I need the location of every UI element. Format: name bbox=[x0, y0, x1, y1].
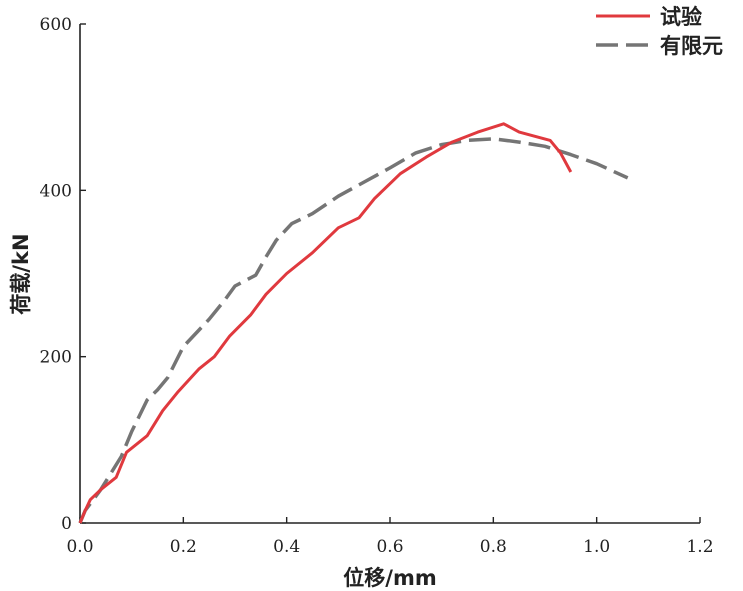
y-axis-title: 荷载/kN bbox=[9, 233, 33, 314]
legend-label-fem: 有限元 bbox=[660, 34, 723, 58]
legend: 试验 有限元 bbox=[596, 5, 723, 58]
x-tick-label: 0.8 bbox=[480, 537, 507, 557]
y-tick-label: 200 bbox=[40, 348, 72, 368]
y-tick-label: 0 bbox=[61, 514, 72, 534]
x-tick-label: 0.2 bbox=[170, 537, 197, 557]
series-layer bbox=[78, 122, 629, 524]
y-tick-label: 600 bbox=[40, 15, 72, 35]
x-tick-label: 1.2 bbox=[686, 537, 713, 557]
y-ticks: 0 200 400 600 bbox=[40, 15, 86, 534]
y-tick-label: 400 bbox=[40, 181, 72, 201]
x-tick-label: 0.0 bbox=[66, 537, 93, 557]
legend-label-test: 试验 bbox=[660, 5, 702, 29]
x-ticks: 0.0 0.2 0.4 0.6 0.8 1.0 1.2 bbox=[66, 517, 714, 557]
axes bbox=[79, 24, 700, 524]
x-tick-label: 1.0 bbox=[583, 537, 610, 557]
x-tick-label: 0.6 bbox=[376, 537, 403, 557]
x-axis-title: 位移/mm bbox=[343, 566, 436, 590]
series-line-fem bbox=[78, 137, 629, 524]
x-tick-label: 0.4 bbox=[273, 537, 300, 557]
series-line-test bbox=[78, 122, 573, 524]
